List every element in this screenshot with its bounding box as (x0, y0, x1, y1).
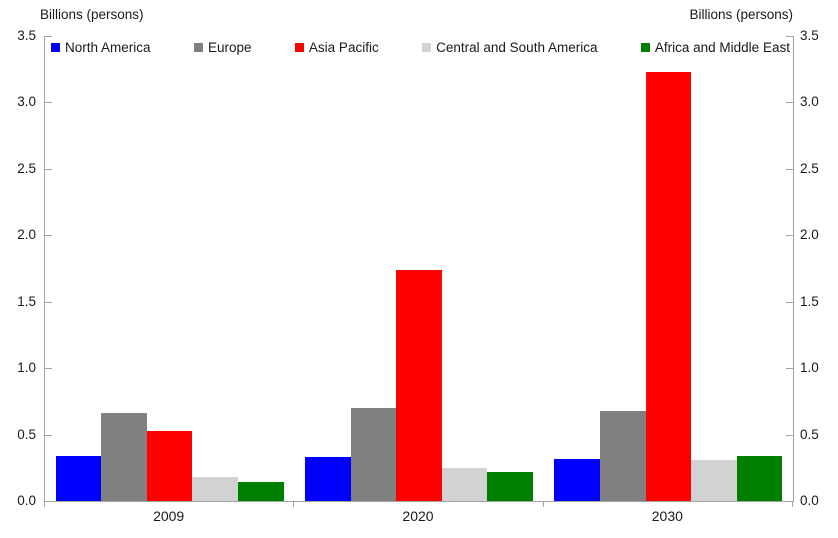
bar-2020-north-america (305, 457, 351, 501)
right-tick-mark (786, 36, 793, 37)
x-axis-label: 2009 (153, 508, 185, 524)
y-tick-label-right: 0.0 (800, 493, 819, 508)
y-tick-label-left: 0.5 (17, 426, 36, 442)
legend-swatch-europe (193, 43, 203, 52)
legend-swatch-africa-and-middle-east (640, 43, 650, 52)
y-tick-label-left: 2.0 (17, 227, 36, 243)
left-tick-mark (45, 501, 52, 502)
bar-2009-north-america (55, 455, 102, 501)
right-tick-mark (786, 235, 793, 237)
right-tick-mark (786, 368, 793, 370)
x-axis-label: 2020 (402, 508, 434, 524)
left-tick-mark (45, 102, 52, 104)
x-axis-tick-mark (44, 502, 45, 507)
y-tick-label-right: 2.5 (800, 160, 819, 176)
left-tick-mark (45, 235, 52, 237)
y-axis-title-left: Billions (persons) (40, 7, 144, 22)
bar-2030-africa-and-middle-east (736, 455, 783, 501)
right-tick-mark (786, 102, 793, 104)
y-tick-label-left: 3.5 (17, 28, 36, 43)
y-tick-label-left: 1.5 (17, 293, 36, 309)
right-tick-mark (786, 168, 793, 170)
y-tick-label-right: 1.0 (800, 360, 819, 376)
legend-label: North America (65, 40, 151, 55)
y-tick-label-right: 3.5 (800, 28, 819, 43)
y-tick-label-right: 1.5 (800, 293, 819, 309)
y-tick-label-right: 0.5 (800, 426, 819, 442)
x-axis-tick-mark (293, 502, 295, 507)
plot-area: North America Europe Asia Pacific Central a… (44, 36, 794, 502)
x-axis-tick-mark (542, 502, 544, 507)
bar-2020-europe (350, 408, 397, 501)
legend-swatch-asia-pacific (294, 43, 304, 52)
legend-item-central-and-south-america: Central and South America (422, 40, 597, 55)
legend-label: Central and South America (436, 40, 598, 55)
right-tick-mark (786, 434, 793, 436)
bar-2009-africa-and-middle-east (238, 482, 284, 501)
y-tick-label-left: 1.0 (17, 360, 36, 376)
left-tick-mark (45, 36, 52, 37)
left-tick-mark (45, 434, 52, 436)
legend-item-europe: Europe (193, 40, 252, 55)
right-tick-mark (786, 501, 793, 502)
bar-2030-europe (599, 410, 646, 501)
legend-swatch-north-america (51, 43, 60, 52)
bar-2020-asia-pacific (396, 269, 442, 501)
x-axis-tick-mark (792, 502, 793, 507)
right-tick-mark (786, 301, 793, 303)
bar-2020-central-and-south-america (441, 467, 488, 501)
legend-label: Europe (207, 40, 252, 55)
bar-2009-europe (101, 413, 147, 501)
bar-2009-central-and-south-america (192, 477, 239, 501)
bar-2009-asia-pacific (146, 430, 193, 501)
y-tick-label-left: 0.0 (17, 493, 36, 508)
legend-label: Asia Pacific (308, 40, 379, 55)
y-tick-label-left: 3.0 (17, 94, 36, 110)
bar-2030-north-america (554, 458, 600, 501)
y-axis-labels-left: 0.0 0.5 1.0 1.5 2.0 2.5 3.0 3.5 (0, 0, 36, 538)
left-tick-mark (45, 368, 52, 370)
legend-item-africa-and-middle-east: Africa and Middle East (640, 40, 790, 55)
legend: North America Europe Asia Pacific Central a… (51, 39, 790, 56)
y-tick-label-right: 2.0 (800, 227, 819, 243)
bar-2030-asia-pacific (645, 71, 692, 501)
bar-2030-central-and-south-america (691, 459, 737, 501)
legend-swatch-central-and-south-america (422, 43, 432, 52)
y-tick-label-left: 2.5 (17, 160, 36, 176)
bar-2020-africa-and-middle-east (487, 471, 533, 501)
legend-item-north-america: North America (51, 40, 151, 55)
x-axis-label: 2030 (651, 508, 683, 524)
y-axis-title-right: Billions (persons) (689, 7, 793, 22)
y-tick-label-right: 3.0 (800, 94, 819, 110)
y-axis-labels-right: 0.0 0.5 1.0 1.5 2.0 2.5 3.0 3.5 (800, 0, 838, 538)
legend-label: Africa and Middle East (654, 40, 790, 55)
left-tick-mark (45, 301, 52, 303)
legend-item-asia-pacific: Asia Pacific (294, 40, 379, 55)
left-tick-mark (45, 168, 52, 170)
